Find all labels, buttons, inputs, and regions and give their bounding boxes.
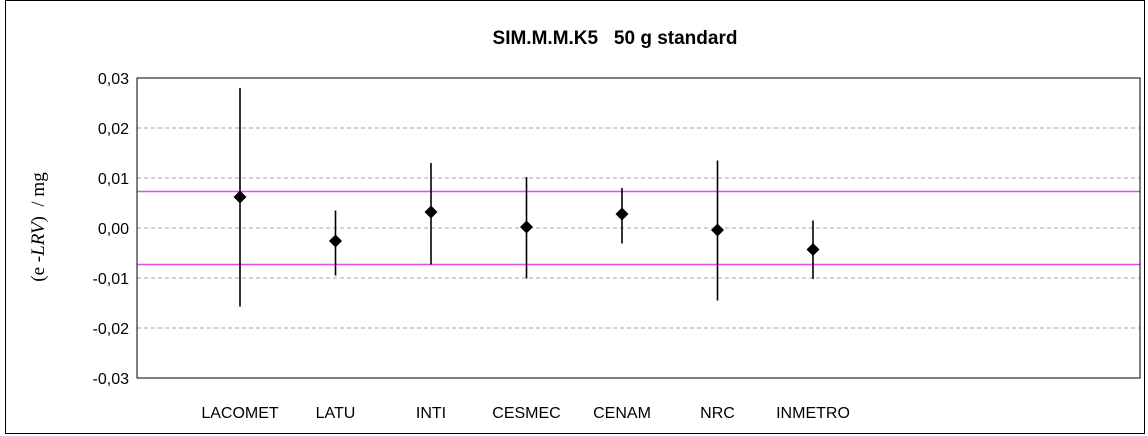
y-axis-label-prefix: (e - <box>28 256 49 282</box>
y-tick-label: 0,00 <box>98 221 129 238</box>
data-markers <box>233 190 820 256</box>
x-tick-label: INMETRO <box>776 405 850 422</box>
x-tick-label: CENAM <box>593 405 651 422</box>
error-bars <box>239 88 814 307</box>
grid-lines <box>137 127 1140 329</box>
y-tick-label: 0,03 <box>98 71 129 88</box>
reference-lines <box>137 190 1140 266</box>
data-point-marker <box>329 234 342 248</box>
chart-frame: SIM.M.M.K5 50 g standard (e -LRV) / mg 0… <box>5 0 1145 434</box>
x-tick-label: LACOMET <box>201 405 279 422</box>
x-tick-label: CESMEC <box>492 405 560 422</box>
y-tick-label: 0,02 <box>98 121 129 138</box>
y-tick-label: -0,01 <box>93 271 130 288</box>
x-tick-label: NRC <box>700 405 735 422</box>
data-point-marker <box>233 190 247 204</box>
y-tick-labels: 0,03 0,02 0,01 0,00 -0,01 -0,02 -0,03 <box>93 71 130 388</box>
data-point-marker <box>424 205 438 219</box>
y-tick-label: 0,01 <box>98 171 129 188</box>
chart-title: SIM.M.M.K5 50 g standard <box>493 28 738 49</box>
data-point-marker <box>806 243 820 256</box>
data-point-marker <box>615 207 629 221</box>
plot-area <box>136 77 1141 379</box>
y-tick-label: -0,02 <box>93 321 130 338</box>
x-tick-label: LATU <box>316 405 356 422</box>
data-point-marker <box>711 223 724 237</box>
y-axis-label-italic: LRV <box>28 220 49 257</box>
chart: SIM.M.M.K5 50 g standard (e -LRV) / mg 0… <box>28 28 1141 422</box>
y-axis-label: (e -LRV) / mg <box>28 172 49 282</box>
x-tick-labels: LACOMET LATU INTI CESMEC CENAM NRC INMETRO <box>201 405 850 422</box>
x-tick-label: INTI <box>416 405 446 422</box>
y-tick-label: -0,03 <box>93 371 130 388</box>
y-axis-label-suffix: ) / mg <box>28 172 49 223</box>
data-point-marker <box>520 220 533 234</box>
